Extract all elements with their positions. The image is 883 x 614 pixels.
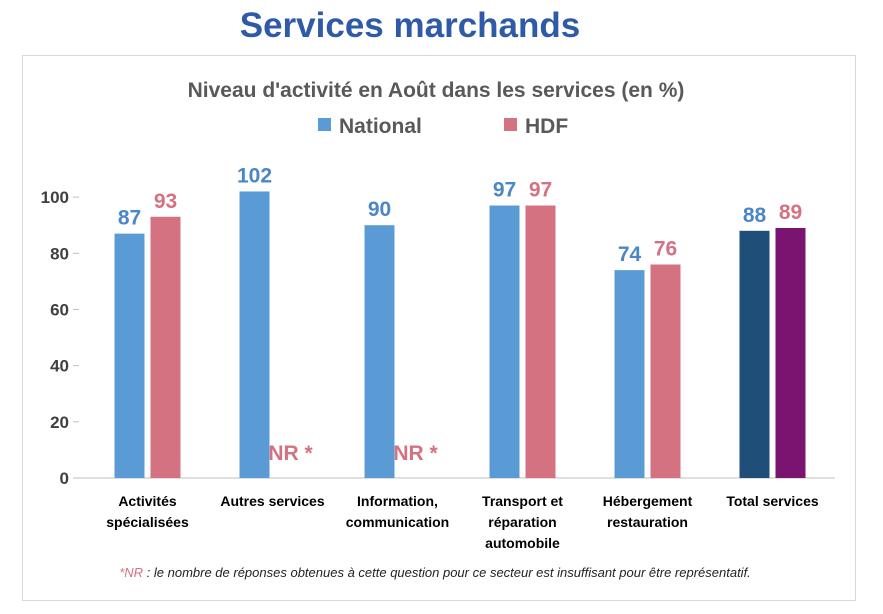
bar [150,216,181,478]
chart-title: Niveau d'activité en Août dans les servi… [188,79,685,102]
legend: National HDF [318,115,568,138]
missing-data-label: NR * [393,442,438,465]
bar [525,205,556,478]
y-axis: 0 20 40 60 80 100 [41,188,835,488]
data-label: 88 [743,204,767,227]
legend-swatch [318,118,331,131]
x-axis: Activités spécialisées Autres services Info… [106,493,819,551]
x-category-line: Total services [726,493,819,509]
x-category-line: réparation [488,514,556,530]
bar [614,270,645,478]
bar [650,264,681,478]
footnote-text: : le nombre de réponses obtenues à cette… [143,565,751,580]
y-tick-label: 60 [50,300,69,319]
legend-label: HDF [525,115,568,138]
bar [775,227,806,478]
data-label: 93 [154,190,177,213]
bar-chart: Niveau d'activité en Août dans les servi… [41,79,835,580]
x-category-label: Total services [726,493,819,509]
bar [239,191,270,479]
bar [364,225,395,478]
y-tick-label: 100 [41,188,69,207]
legend-label: National [339,115,422,138]
data-label: 97 [493,179,516,202]
x-category-line: Autres services [220,493,325,509]
footnote-marker: *NR [119,565,143,580]
data-label: 74 [618,243,642,266]
x-category-line: Activités [118,493,177,509]
x-category-label: Information, communication [346,493,449,530]
x-category-label: Activités spécialisées [106,493,189,530]
bars: 87 93 102 NR * 90 NR * 97 97 74 76 88 89 [114,164,806,479]
data-label: 76 [654,238,677,261]
y-tick-label: 0 [60,469,69,488]
footnote: *NR : le nombre de réponses obtenues à c… [119,565,751,580]
data-label: 89 [779,201,802,224]
x-category-line: Transport et [482,493,563,509]
data-label: 102 [237,164,272,187]
legend-swatch [504,118,517,131]
x-category-label: Transport et réparation automobile [482,493,563,551]
bar [489,205,520,478]
x-category-line: automobile [485,535,560,551]
missing-data-label: NR * [268,442,313,465]
x-category-line: Hébergement [603,493,693,509]
x-category-line: restauration [607,514,688,530]
x-category-line: communication [346,514,449,530]
y-tick-label: 40 [50,357,69,376]
data-label: 97 [529,179,552,202]
chart-frame: Niveau d'activité en Août dans les servi… [22,55,856,601]
x-category-line: spécialisées [106,514,189,530]
x-category-label: Autres services [220,493,325,509]
x-category-label: Hébergement restauration [603,493,693,530]
y-tick-label: 20 [50,413,69,432]
bar [114,233,145,478]
y-tick-label: 80 [50,244,69,263]
bar [739,230,770,478]
data-label: 90 [368,198,391,221]
page-heading: Services marchands [239,6,581,45]
data-label: 87 [118,207,141,230]
x-category-line: Information, [357,493,438,509]
